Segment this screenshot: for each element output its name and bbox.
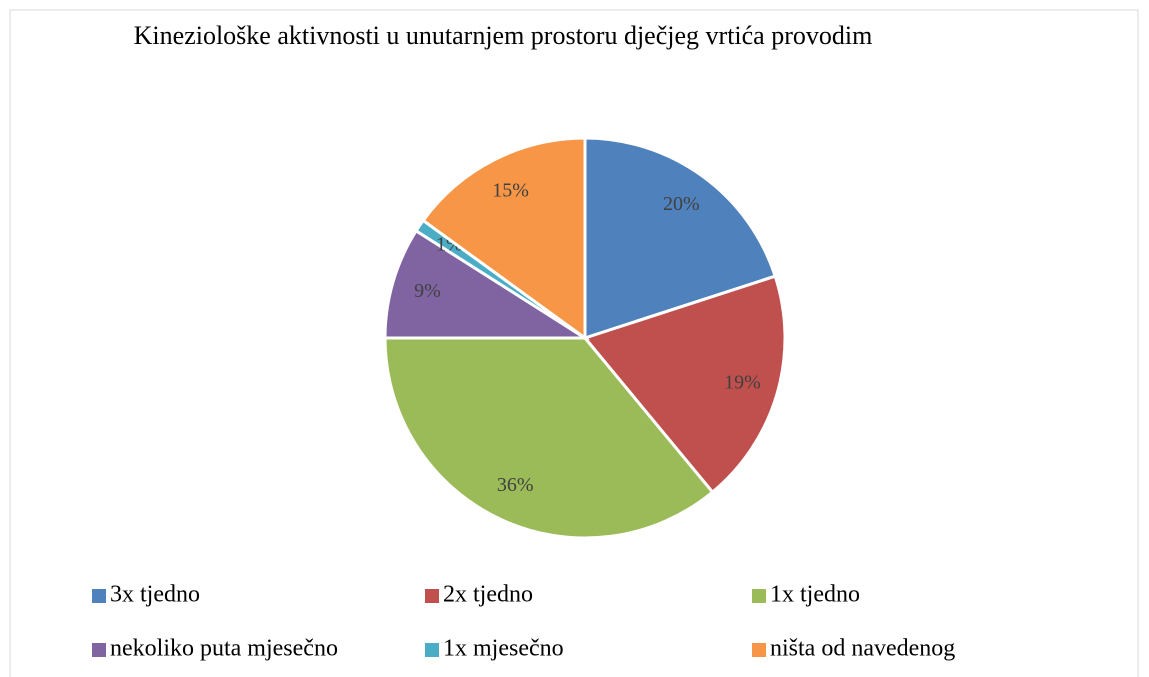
pie-slice (383, 228, 591, 340)
legend-swatch (425, 643, 439, 657)
legend-label: 2x tjedno (443, 582, 533, 608)
legend-label: 1x tjedno (770, 582, 860, 608)
data-label: 15% (492, 179, 529, 201)
legend-label: 1x mjesečno (443, 636, 564, 662)
data-label: 36% (497, 474, 534, 496)
data-label: 9% (414, 280, 441, 302)
legend-label: ništa od navedenog (770, 636, 955, 662)
legend-swatch (92, 589, 106, 603)
legend-swatch (425, 589, 439, 603)
legend-swatch (752, 643, 766, 657)
data-label: 19% (724, 371, 761, 393)
pie-slice (582, 274, 787, 495)
pie-slice (421, 136, 587, 341)
legend-label: 3x tjedno (110, 582, 200, 608)
pie-slice (583, 136, 778, 341)
pie-slice (383, 336, 715, 540)
legend-label: nekoliko puta mjesečno (110, 636, 338, 662)
chart-title: Kineziološke aktivnosti u unutarnjem pro… (133, 21, 873, 50)
legend-swatch (92, 643, 106, 657)
legend-swatch (752, 589, 766, 603)
data-label: 20% (663, 193, 700, 215)
chart-frame (9, 9, 1139, 677)
